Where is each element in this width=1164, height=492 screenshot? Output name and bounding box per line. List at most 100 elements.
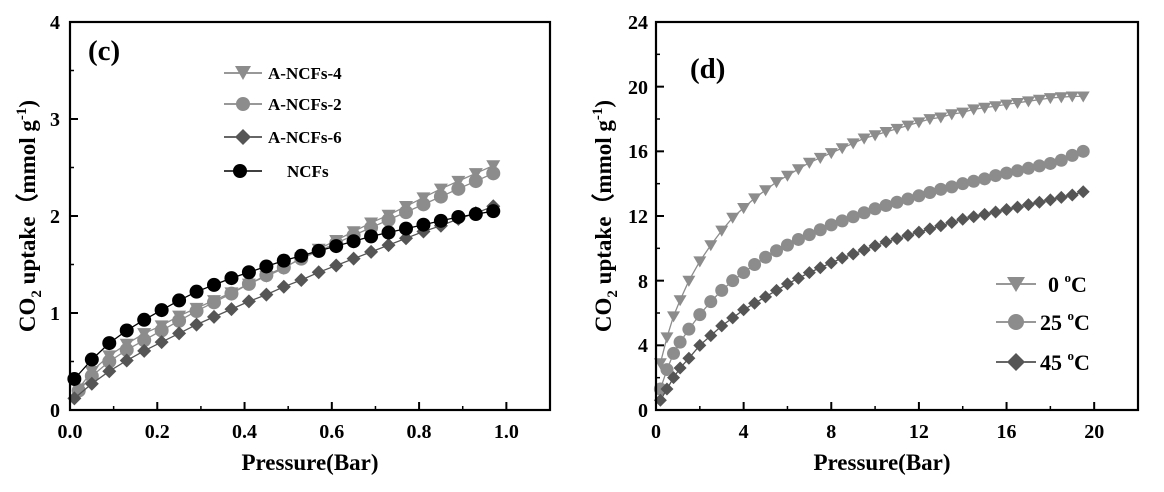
data-point — [759, 185, 773, 197]
data-point — [1011, 97, 1024, 110]
data-point — [912, 225, 926, 239]
data-point — [433, 213, 448, 228]
data-point — [770, 177, 783, 189]
data-point — [276, 279, 291, 294]
data-point — [890, 232, 904, 246]
data-point — [945, 215, 959, 229]
panel-c-y-axis-title: CO2 uptake（mmol g-1) — [14, 100, 45, 332]
data-point — [682, 351, 696, 365]
data-point — [346, 234, 361, 249]
data-point — [967, 210, 981, 224]
data-point — [857, 243, 871, 257]
data-point — [381, 238, 396, 253]
data-point — [704, 329, 718, 343]
panel-d-xtick-label: 0 — [651, 421, 661, 443]
data-point — [1043, 93, 1057, 105]
data-point — [813, 261, 827, 275]
data-point — [660, 332, 674, 344]
data-point — [693, 338, 707, 352]
data-point — [84, 376, 99, 391]
data-point — [667, 371, 681, 385]
legend-marker-circle — [233, 164, 247, 178]
data-point — [346, 251, 361, 266]
data-point — [154, 335, 169, 350]
legend-marker-triangle-down — [235, 66, 251, 80]
data-point — [416, 217, 431, 232]
data-point — [172, 326, 187, 341]
data-point — [846, 138, 860, 150]
data-point — [399, 221, 413, 236]
panel-c-xtick-label: 1.0 — [494, 421, 519, 443]
data-point — [1065, 188, 1079, 202]
data-point — [1054, 190, 1068, 204]
data-point — [835, 143, 849, 155]
panel-c-ytick-label: 3 — [50, 109, 60, 131]
data-point — [835, 214, 849, 228]
legend-label: A-NCFs-6 — [268, 128, 342, 147]
legend-label: A-NCFs-2 — [268, 95, 342, 114]
data-point — [1043, 156, 1057, 170]
data-point — [759, 290, 773, 304]
data-point — [1021, 198, 1035, 212]
data-point — [311, 243, 326, 258]
legend-marker-diamond — [1007, 353, 1025, 371]
data-point — [276, 253, 291, 268]
data-point — [399, 231, 413, 246]
data-point — [207, 295, 221, 310]
data-point — [726, 212, 740, 224]
data-point — [846, 210, 860, 224]
panel-d-xtick-label: 20 — [1084, 421, 1104, 443]
data-point — [653, 382, 667, 396]
data-point — [813, 152, 827, 164]
data-point — [1076, 144, 1090, 158]
data-point — [835, 251, 849, 265]
data-point — [890, 195, 904, 209]
panel-d-ticks — [655, 21, 1096, 411]
data-point — [1065, 148, 1079, 162]
panel-c-ytick-label: 2 — [50, 206, 60, 228]
data-point — [846, 247, 860, 261]
data-point — [770, 244, 783, 258]
data-point — [857, 133, 871, 145]
data-point — [802, 228, 816, 242]
data-point — [486, 204, 501, 219]
panel-d-x-axis-title: Pressure(Bar) — [813, 450, 950, 475]
data-point — [682, 322, 696, 336]
data-point — [381, 212, 396, 227]
data-point — [451, 209, 466, 224]
legend-label: 0 oC — [1048, 270, 1087, 297]
data-point — [967, 174, 981, 188]
data-point — [890, 123, 904, 135]
data-point — [329, 239, 344, 254]
data-point — [486, 166, 501, 181]
data-point — [154, 303, 169, 318]
panel-d-ytick-label: 20 — [628, 77, 648, 99]
data-point — [189, 304, 204, 319]
data-point — [1032, 195, 1046, 209]
data-point — [748, 258, 762, 271]
data-point — [912, 189, 926, 203]
data-point — [259, 259, 274, 274]
panel-c-xtick-label: 0.0 — [58, 421, 83, 443]
legend-marker-circle — [1008, 314, 1024, 330]
data-point — [726, 274, 740, 288]
series-line — [78, 165, 494, 390]
data-point — [715, 283, 729, 297]
panel-c-ytick-label: 4 — [50, 12, 60, 34]
data-point — [451, 175, 466, 188]
data-point — [1021, 96, 1035, 108]
data-point — [737, 203, 751, 215]
legend-label: 45 oC — [1040, 348, 1090, 375]
data-point — [967, 104, 981, 116]
data-point — [1032, 159, 1046, 173]
data-point — [1054, 92, 1068, 104]
panel-d: 0 4 8 12 16 20 0 4 8 12 16 20 24 Pressur… — [590, 12, 1140, 475]
data-point — [294, 248, 309, 263]
panel-d-ytick-label: 4 — [638, 335, 648, 357]
data-point — [224, 271, 239, 286]
data-point — [682, 275, 696, 287]
data-point — [879, 235, 893, 249]
panel-c: 0.0 0.2 0.4 0.6 0.8 1.0 0 1 2 3 4 Pressu… — [14, 12, 552, 475]
panel-d-ytick-label: 12 — [628, 206, 648, 228]
data-point — [737, 303, 751, 317]
